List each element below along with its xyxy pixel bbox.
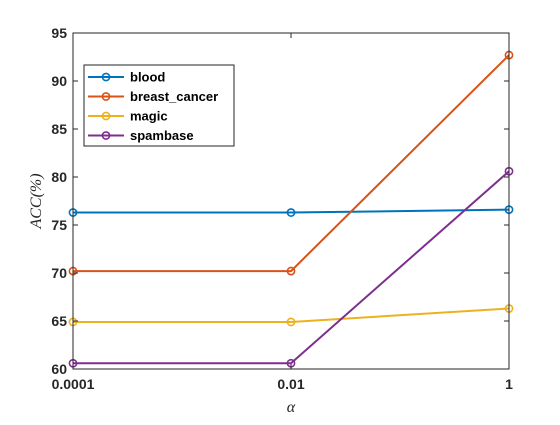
series-line [73, 208, 510, 214]
legend-marker [101, 131, 111, 140]
y-tick-label: 65 [51, 313, 67, 329]
data-point [286, 208, 296, 217]
x-tick-label: 0.0001 [52, 376, 95, 392]
y-axis-label: ACC(%) [28, 173, 45, 229]
y-axis-ticks: 60 65 70 75 80 85 90 95 [51, 25, 509, 377]
legend-item: magic [88, 109, 168, 124]
legend-marker [101, 92, 111, 101]
series-line [73, 54, 510, 273]
x-tick-label: 1 [505, 376, 513, 392]
x-axis-label: α [287, 399, 296, 416]
y-tick-label: 90 [51, 73, 67, 89]
y-tick-label: 60 [51, 361, 67, 377]
legend-label: magic [130, 109, 168, 124]
y-tick-label: 75 [51, 217, 67, 233]
data-point [286, 317, 296, 327]
legend-item: spambase [88, 128, 194, 143]
data-point [286, 266, 296, 276]
series-line [73, 307, 510, 323]
y-tick-label: 70 [51, 265, 67, 281]
legend-marker [101, 111, 111, 121]
x-axis-ticks: 0.0001 0.01 1 [52, 33, 513, 392]
legend-label: blood [130, 70, 165, 85]
legend-label: breast_cancer [130, 89, 218, 104]
legend-item: breast_cancer [88, 89, 218, 104]
y-tick-label: 95 [51, 25, 67, 41]
x-tick-label: 0.01 [277, 376, 304, 392]
legend-item: blood [88, 70, 165, 85]
series-line [73, 170, 510, 365]
y-tick-label: 85 [51, 121, 67, 137]
legend-label: spambase [130, 128, 194, 143]
y-tick-label: 80 [51, 169, 67, 185]
legend-marker [101, 72, 111, 82]
